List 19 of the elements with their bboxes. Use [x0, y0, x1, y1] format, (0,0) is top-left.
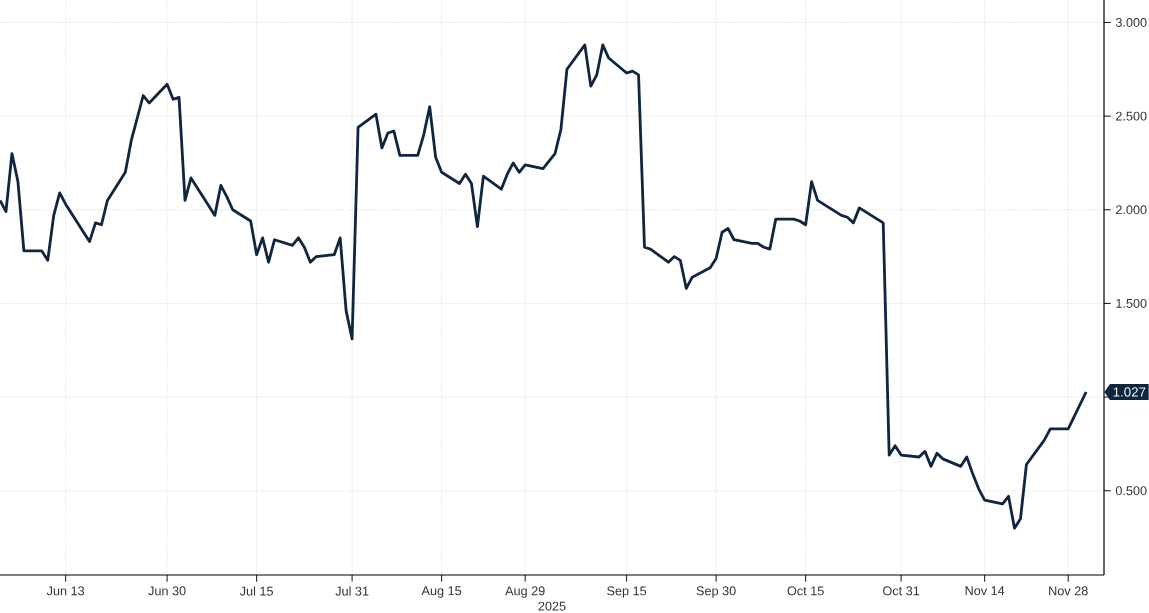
y-tick-label: 1.500: [1116, 298, 1147, 308]
y-tick-label: 2.500: [1115, 111, 1147, 121]
x-tick-label: Jun 13: [46, 586, 85, 596]
x-tick-label: Oct 15: [787, 586, 824, 596]
x-tick-label: Jun 30: [148, 586, 186, 596]
text: 1.027: [1113, 387, 1146, 397]
x-tick-label: Oct 31: [883, 586, 920, 596]
y-tick-label: 2.000: [1115, 205, 1147, 215]
x-tick-label: Jul 15: [239, 586, 273, 596]
x-tick-label: Jul 31: [335, 586, 369, 596]
x-tick-label: Sep 15: [607, 586, 647, 598]
x-tick-label: Nov 14: [965, 586, 1005, 596]
y-tick-label: 3.000: [1115, 17, 1147, 27]
x-tick-label: Nov 28: [1049, 586, 1088, 596]
x-tick-label: Sep 30: [696, 586, 736, 598]
x-tick-label: Aug 29: [505, 586, 545, 598]
x-axis-title: 2025: [538, 601, 566, 611]
x-tick-label: Aug 15: [421, 586, 462, 598]
y-tick-label: 0.500: [1115, 486, 1147, 496]
